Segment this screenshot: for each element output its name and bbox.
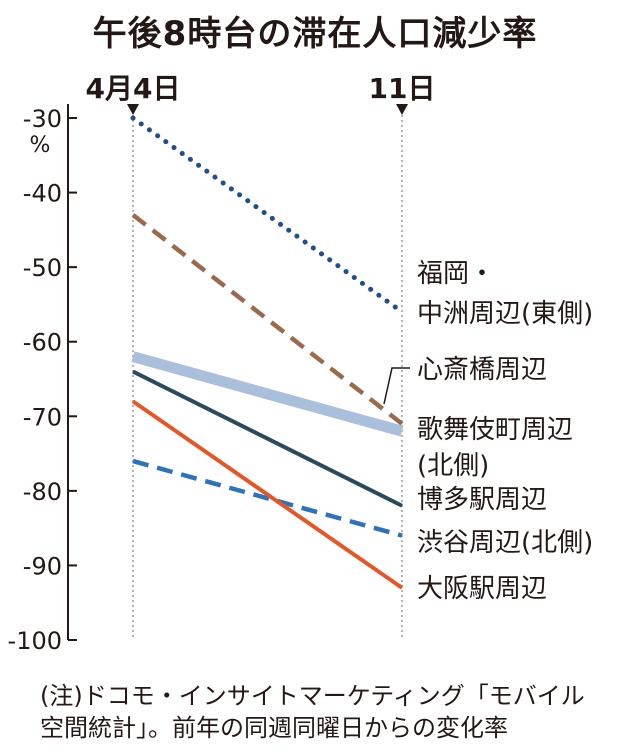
series-label: 渋谷周辺(北側) bbox=[417, 528, 593, 558]
series-label: 大阪駅周辺 bbox=[417, 574, 547, 604]
label-leader-line bbox=[383, 367, 410, 405]
chart-title: 午後8時台の滞在人口減少率 bbox=[92, 14, 538, 54]
category-label: 4月4日 bbox=[86, 72, 181, 105]
series-line bbox=[131, 351, 404, 437]
series-label: 心斎橋周辺 bbox=[417, 355, 547, 385]
y-tick-label: -30 bbox=[23, 105, 62, 133]
series-line bbox=[131, 399, 404, 590]
series-label: 博多駅周辺 bbox=[417, 485, 547, 515]
y-tick-label: -100 bbox=[8, 627, 62, 655]
y-tick-label: -70 bbox=[23, 403, 62, 431]
series-label: 福岡・ bbox=[417, 259, 495, 289]
y-tick-label: -40 bbox=[23, 180, 62, 208]
y-tick-label: -50 bbox=[23, 254, 62, 282]
series-line bbox=[132, 369, 403, 508]
source-note-line-2: 空間統計」。前年の同週同曜日からの変化率 bbox=[40, 714, 508, 742]
y-axis-unit: % bbox=[30, 133, 51, 158]
y-tick-label: -90 bbox=[23, 552, 62, 580]
series-label: (北側) bbox=[417, 451, 489, 481]
category-marker-icon bbox=[127, 104, 139, 115]
line-chart: -30 -40 -50 -60 -70 -80 -90 -100% 4月4日 11日 福岡・中洲周… bbox=[8, 72, 594, 655]
series-label: 中洲周辺(東側) bbox=[417, 299, 593, 329]
y-tick-label: -60 bbox=[23, 329, 62, 357]
source-note: (注)ドコモ・インサイトマーケティング「モバイル 空間統計」。前年の同週同曜日か… bbox=[40, 680, 630, 744]
y-tick-label: -80 bbox=[23, 478, 62, 506]
series-line bbox=[130, 115, 405, 315]
series-line bbox=[132, 458, 403, 538]
category-marker-icon bbox=[396, 104, 408, 115]
category-label: 11日 bbox=[369, 72, 436, 105]
source-note-line-1: (注)ドコモ・インサイトマーケティング「モバイル bbox=[40, 682, 585, 710]
series-line bbox=[131, 213, 404, 426]
series-label: 歌舞伎町周辺 bbox=[417, 415, 573, 445]
